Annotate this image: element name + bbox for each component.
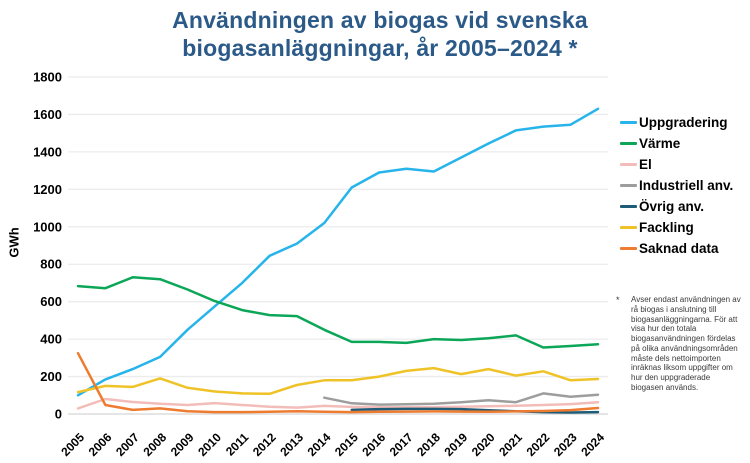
- series-line-uppgradering: [76, 107, 600, 397]
- legend-item-saknad-data: Saknad data: [620, 238, 733, 259]
- legend-item-industriell-anv: Industriell anv.: [620, 175, 733, 196]
- footnote: * Avser endast användningen av rå biogas…: [616, 295, 746, 393]
- legend-line-swatch: [620, 142, 637, 145]
- x-tick-label: 2013: [277, 430, 306, 459]
- footnote-text: Avser endast användningen av rå biogas i…: [631, 295, 741, 392]
- y-tick-label: 800: [40, 257, 62, 272]
- page-title-line2: biogasanläggningar, år 2005–2024 *: [182, 35, 578, 62]
- page-title-line1: Användningen av biogas vid svenska: [172, 7, 588, 33]
- x-tick-label: 2015: [332, 430, 361, 459]
- legend-line-swatch: [620, 205, 637, 208]
- legend-label: Saknad data: [639, 241, 719, 256]
- x-tick-label: 2017: [387, 430, 416, 459]
- legend-line-swatch: [620, 163, 637, 166]
- x-tick-label: 2023: [551, 430, 580, 459]
- legend-label: Industriell anv.: [639, 178, 734, 193]
- x-tick-label: 2018: [414, 430, 443, 459]
- x-tick-label: 2009: [168, 430, 197, 459]
- series-line-saknad-data: [76, 351, 600, 414]
- legend-label: El: [639, 157, 652, 172]
- series-line-industriell-anv: [323, 392, 600, 406]
- legend-label: Övrig anv.: [639, 199, 705, 214]
- y-tick-label: 200: [40, 369, 62, 384]
- x-tick-label: 2010: [195, 430, 224, 459]
- y-tick-label: 1800: [33, 70, 62, 85]
- legend-line-swatch: [620, 121, 637, 124]
- x-tick-label: 2011: [223, 430, 252, 459]
- y-tick-label: 1200: [33, 182, 62, 197]
- y-tick-label: 600: [40, 294, 62, 309]
- y-tick-label: 400: [40, 332, 62, 347]
- legend-item-fackling: Fackling: [620, 217, 733, 238]
- y-tick-label: 1600: [33, 107, 62, 122]
- x-tick-label: 2014: [305, 430, 334, 459]
- x-tick-label: 2007: [113, 430, 142, 459]
- legend-item-uppgradering: Uppgradering: [620, 112, 733, 133]
- series-line-v-rme: [76, 276, 600, 349]
- legend-label: Fackling: [639, 220, 694, 235]
- y-tick-label: 1000: [33, 219, 62, 234]
- y-tick-label: 0: [55, 407, 62, 422]
- y-axis-title: GWh: [6, 227, 22, 258]
- legend-item-varme: Värme: [620, 133, 733, 154]
- series-line-el: [76, 397, 600, 410]
- legend-item-el: El: [620, 154, 733, 175]
- x-tick-label: 2012: [250, 430, 279, 459]
- x-tick-label: 2020: [469, 430, 498, 459]
- x-tick-label: 2008: [140, 430, 169, 459]
- legend-label: Uppgradering: [639, 115, 728, 130]
- x-tick-label: 2022: [524, 430, 553, 459]
- x-tick-label: 2019: [441, 430, 470, 459]
- series-line-fackling: [76, 366, 600, 396]
- x-tick-label: 2016: [359, 430, 388, 459]
- legend: Uppgradering Värme El Industriell anv. Ö…: [620, 112, 733, 259]
- page-title: Användningen av biogas vid svenska bioga…: [15, 6, 745, 62]
- x-tick-label: 2024: [578, 430, 607, 459]
- x-tick-label: 2005: [58, 430, 87, 459]
- x-tick-label: 2006: [86, 430, 115, 459]
- x-tick-label: 2021: [496, 430, 525, 459]
- legend-label: Värme: [639, 136, 681, 151]
- footnote-asterisk: *: [616, 295, 620, 305]
- legend-line-swatch: [620, 184, 637, 187]
- y-tick-label: 1400: [33, 144, 62, 159]
- legend-line-swatch: [620, 247, 637, 250]
- legend-line-swatch: [620, 226, 637, 229]
- legend-item-ovrig-anv: Övrig anv.: [620, 196, 733, 217]
- series-line-vrig-anv: [350, 407, 600, 414]
